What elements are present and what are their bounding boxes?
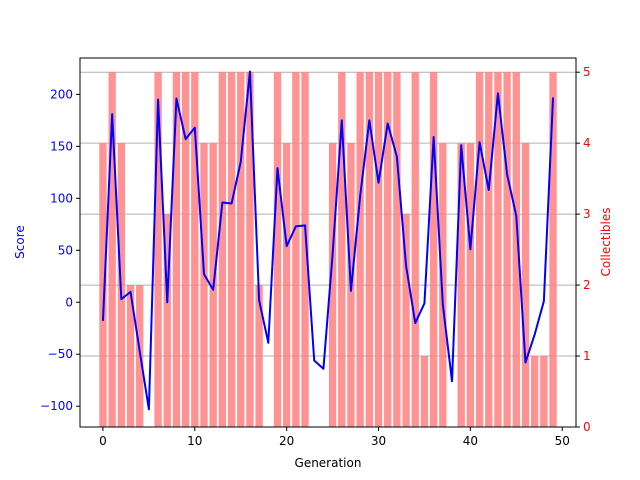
bar [393,72,401,427]
bar [282,143,291,427]
bar [292,72,300,427]
bar [301,72,309,427]
x-tick-label: 30 [371,434,386,448]
left-axis-label: Score [13,225,27,259]
left-axis-ticks: −100 −50 0 50 100 150 200 [40,87,80,413]
bar [485,72,493,427]
bar [503,72,511,427]
bar [475,72,484,427]
bar [521,143,530,427]
bar [494,72,502,427]
x-tick-label: 10 [187,434,202,448]
bar [457,143,465,427]
bar [227,72,236,427]
bar [191,72,199,427]
bar [420,356,429,427]
bar [540,356,548,427]
bar [365,72,374,427]
bar [466,143,475,427]
left-tick-label: −100 [40,399,73,413]
bar [402,214,410,427]
bar [181,72,190,427]
left-tick-label: −50 [48,347,73,361]
line-series [101,70,555,411]
left-tick-label: 150 [50,139,73,153]
bar [218,72,227,427]
bar [255,285,263,427]
bar [99,143,107,427]
left-tick-label: 100 [50,191,73,205]
left-tick-label: 0 [65,295,73,309]
left-tick-label: 50 [58,243,73,257]
bar [246,72,254,427]
x-tick-label: 20 [279,434,294,448]
left-tick-label: 200 [50,87,73,101]
plot-frame [79,57,577,428]
right-axis-ticks: 0 1 2 3 4 5 [576,65,591,434]
bar [530,356,539,427]
bar [429,72,438,427]
bar [163,214,171,427]
bar [273,72,282,427]
bar [356,72,364,427]
bar [411,72,419,427]
x-tick-label: 40 [463,434,478,448]
bar [172,72,181,427]
bar [200,143,208,427]
bar [512,72,520,427]
right-tick-label: 4 [583,136,591,150]
bar [237,72,245,427]
bar [154,72,162,427]
bar [126,285,135,427]
bar [328,143,337,427]
right-tick-label: 3 [583,207,591,221]
right-tick-label: 1 [583,349,591,363]
right-tick-label: 5 [583,65,591,79]
right-axis-label: Collectibles [599,208,613,277]
bar [338,72,346,427]
bar [439,143,447,427]
bar [384,72,392,427]
right-tick-label: 0 [583,420,591,434]
right-tick-label: 2 [583,278,591,292]
bar [549,72,557,427]
x-tick-label: 0 [99,434,107,448]
bar [108,72,116,427]
bar [374,72,383,427]
x-tick-label: 50 [555,434,570,448]
score-line [101,70,555,411]
x-axis-label: Generation [295,456,362,470]
x-axis-ticks: 0 10 20 30 40 50 [99,427,570,448]
